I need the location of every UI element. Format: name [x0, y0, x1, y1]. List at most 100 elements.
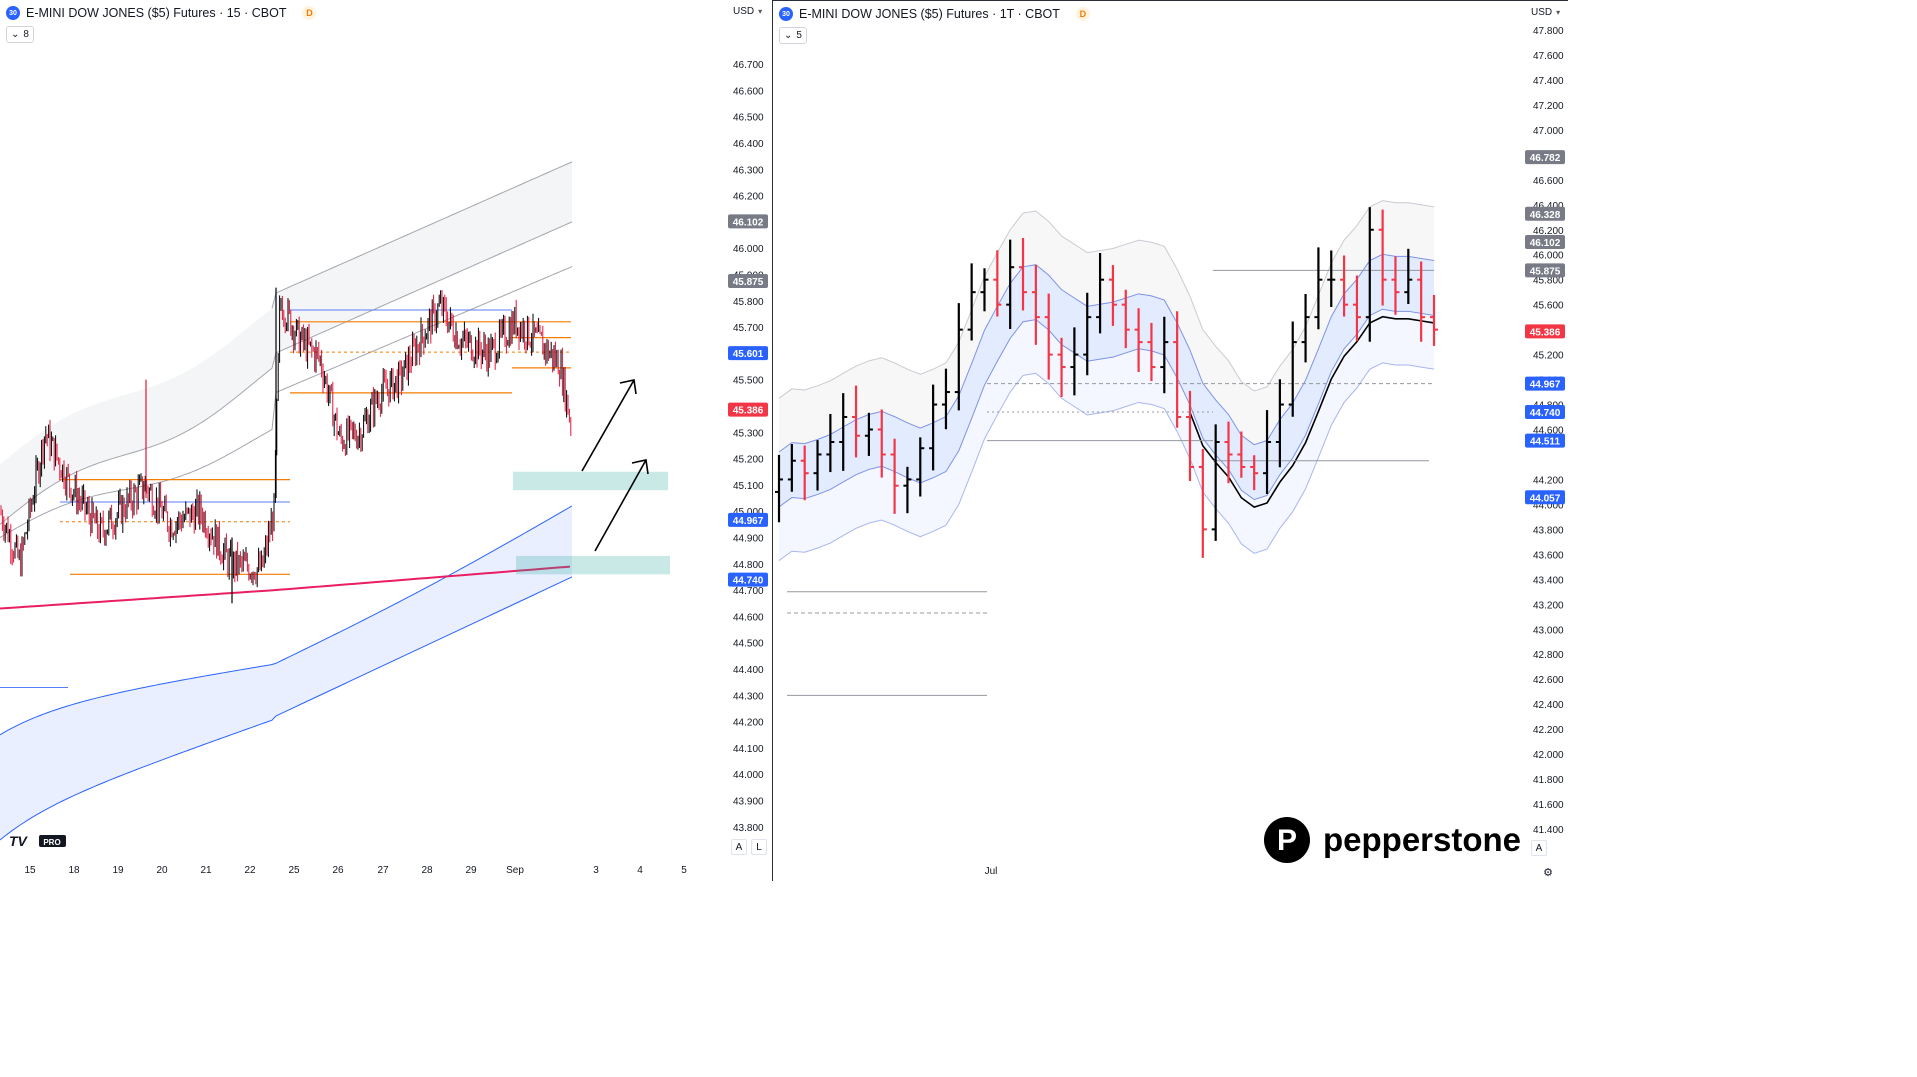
price-label-text: 45.601 [733, 349, 764, 360]
price-tick-label: 43.000 [1533, 625, 1564, 636]
price-tick-label: 45.000 [733, 507, 764, 518]
price-tick-label: 47.400 [1533, 76, 1564, 87]
envelope-line [778, 362, 1435, 561]
lower-envelope-band [0, 505, 572, 840]
price-tick-label: 45.800 [1533, 276, 1564, 287]
arrow-head-icon [631, 459, 649, 475]
vwap-line [0, 565, 571, 610]
price-tick-label: 42.800 [1533, 650, 1564, 661]
price-tick-label: 44.600 [733, 612, 764, 623]
price-tick-label: 44.400 [733, 665, 764, 676]
price-tick-label: 47.000 [1533, 126, 1564, 137]
date-tick-label: 15 [24, 865, 36, 876]
price-label-box [1525, 324, 1565, 339]
price-tick-label: 43.400 [1533, 575, 1564, 586]
price-tick-label: 43.600 [1533, 550, 1564, 561]
upper-envelope-band [0, 161, 572, 525]
auto-scale-button[interactable]: A [1531, 840, 1547, 856]
price-label-text: 44.740 [1530, 408, 1561, 419]
tradingview-logo-text: TV [9, 833, 29, 849]
price-label-box [728, 274, 768, 289]
price-label-box [1525, 234, 1565, 249]
price-tick-label: 46.000 [733, 244, 764, 255]
currency-label: USD [1531, 7, 1553, 18]
price-tick-label: 46.200 [733, 192, 764, 203]
price-tick-label: 47.800 [1533, 26, 1564, 37]
target-zone [516, 555, 670, 575]
price-label-box [728, 512, 768, 527]
price-tick-label: 41.800 [1533, 775, 1564, 786]
upper-outer-band [779, 200, 1434, 452]
log-scale-button[interactable]: L [751, 839, 767, 855]
symbol-logo-icon: 30 [779, 7, 793, 21]
upper-envelope-inner-line [0, 266, 573, 538]
price-tick-label: 46.400 [1533, 201, 1564, 212]
right-chart-title-row: 30 E-MINI DOW JONES ($5) Futures · 1T · … [779, 7, 1090, 21]
lower-envelope-upper-line [0, 505, 573, 736]
right-chart-canvas[interactable]: 47.800 47.600 47.400 47.200 47.000 46.600 46.4… [773, 1, 1569, 882]
price-label-box [1525, 405, 1565, 420]
left-chart-title[interactable]: E-MINI DOW JONES ($5) Futures · 15 · CBO… [26, 6, 287, 20]
left-chart-title-row: 30 E-MINI DOW JONES ($5) Futures · 15 · … [6, 6, 317, 20]
price-tick-label: 42.000 [1533, 750, 1564, 761]
date-tick-label: 4 [637, 865, 643, 876]
chevron-down-icon: ▾ [1556, 8, 1561, 17]
chevron-down-icon: ⌄ [11, 29, 20, 40]
delayed-data-badge[interactable]: D [1075, 7, 1090, 21]
price-label-text: 46.102 [1530, 238, 1561, 249]
price-tick-label: 44.900 [733, 534, 764, 545]
arrow-head-icon [619, 379, 637, 395]
delayed-data-badge[interactable]: D [302, 6, 317, 20]
price-label-text: 45.386 [1530, 327, 1561, 338]
price-tick-label: 45.600 [1533, 301, 1564, 312]
price-tick-label: 46.000 [1533, 251, 1564, 262]
price-tick-label: 47.600 [1533, 51, 1564, 62]
price-label-text: 44.967 [733, 516, 764, 527]
date-tick-label: 22 [244, 865, 256, 876]
right-chart-panel[interactable]: 47.800 47.600 47.400 47.200 47.000 46.600 46.4… [772, 0, 1568, 881]
price-tick-label: 43.800 [733, 823, 764, 834]
price-label-text: 46.328 [1530, 210, 1561, 221]
price-label-box [1525, 263, 1565, 278]
symbol-logo-icon: 30 [6, 6, 20, 20]
pepperstone-logo-glyph: P [1277, 824, 1297, 857]
upper-envelope-mid-line [0, 221, 573, 525]
currency-selector[interactable]: USD ▾ [1531, 7, 1560, 18]
tradingview-logo: TV PRO [9, 833, 66, 849]
auto-scale-button[interactable]: A [731, 839, 747, 855]
envelope-line [778, 308, 1435, 508]
date-tick-label: 26 [332, 865, 344, 876]
price-label-box [728, 214, 768, 229]
price-tick-label: 45.200 [733, 455, 764, 466]
price-label-box [728, 402, 768, 417]
price-label-text: 45.875 [733, 277, 764, 288]
right-chart-title[interactable]: E-MINI DOW JONES ($5) Futures · 1T · CBO… [799, 7, 1060, 21]
settings-gear-icon[interactable]: ⚙ [1541, 865, 1555, 879]
price-tick-label: 46.600 [1533, 176, 1564, 187]
price-label-box [728, 572, 768, 587]
price-tick-label: 45.800 [733, 297, 764, 308]
indicators-toggle-button[interactable]: ⌄ 5 [779, 27, 807, 44]
indicators-toggle-button[interactable]: ⌄ 8 [6, 26, 34, 43]
price-label-text: 45.386 [733, 406, 764, 417]
envelope-line [778, 200, 1435, 399]
inner-envelope-band [779, 254, 1434, 507]
price-label-text: 44.967 [1530, 380, 1561, 391]
price-tick-label: 46.400 [733, 139, 764, 150]
date-tick-label: 20 [156, 865, 168, 876]
price-tick-label: 44.000 [733, 770, 764, 781]
price-tick-label: 43.900 [733, 797, 764, 808]
price-label-box [1525, 206, 1565, 221]
currency-selector[interactable]: USD ▾ [733, 6, 762, 17]
price-label-box [1525, 490, 1565, 505]
anchored-vwap-line [1189, 315, 1435, 508]
price-tick-label: 44.700 [733, 586, 764, 597]
date-tick-label: 27 [377, 865, 389, 876]
left-chart-canvas[interactable]: 46.700 46.600 46.500 46.400 46.300 46.200 46.0… [0, 0, 771, 881]
price-tick-label: 44.000 [1533, 500, 1564, 511]
price-tick-label: 42.200 [1533, 725, 1564, 736]
price-label-text: 44.057 [1530, 493, 1561, 504]
left-chart-panel[interactable]: 46.700 46.600 46.500 46.400 46.300 46.200 46.0… [0, 0, 771, 881]
price-tick-label: 45.500 [733, 376, 764, 387]
